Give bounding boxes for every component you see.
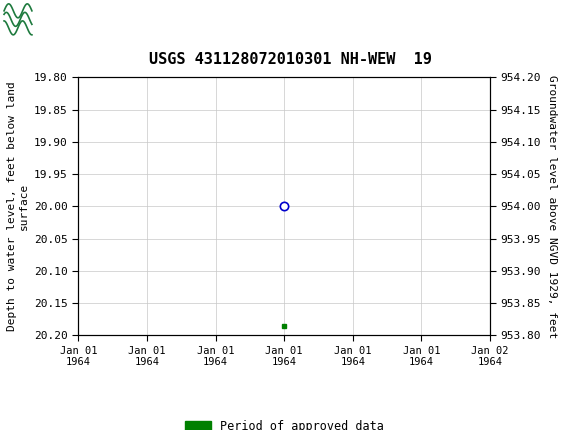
Text: USGS: USGS	[67, 10, 122, 28]
Text: USGS 431128072010301 NH-WEW  19: USGS 431128072010301 NH-WEW 19	[148, 52, 432, 67]
Y-axis label: Groundwater level above NGVD 1929, feet: Groundwater level above NGVD 1929, feet	[546, 75, 557, 338]
Legend: Period of approved data: Period of approved data	[180, 415, 389, 430]
Y-axis label: Depth to water level, feet below land
surface: Depth to water level, feet below land su…	[7, 82, 28, 331]
Bar	[3, 3, 61, 36]
